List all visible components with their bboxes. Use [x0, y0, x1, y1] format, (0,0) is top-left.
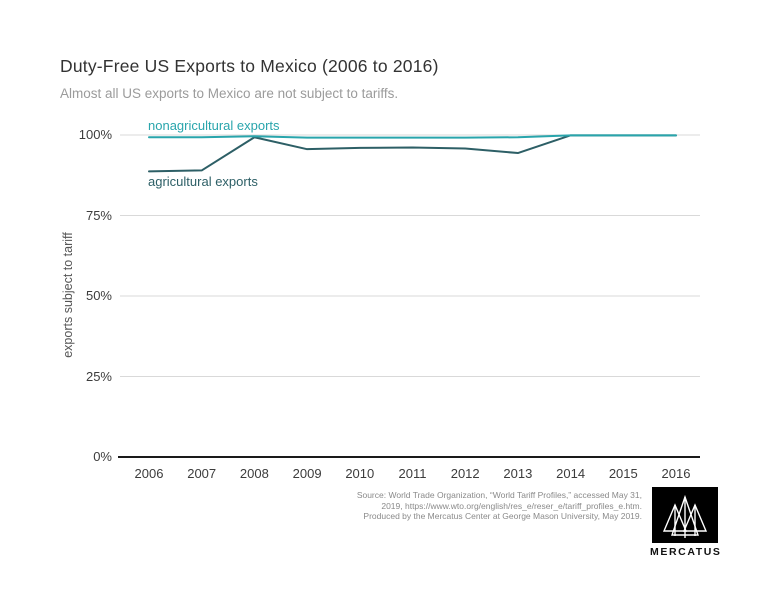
chart-title: Duty-Free US Exports to Mexico (2006 to …: [60, 56, 439, 76]
x-tick-2013: 2013: [503, 466, 533, 481]
x-tick-2010: 2010: [345, 466, 375, 481]
mercatus-trees-icon: [662, 494, 708, 538]
series-line-agricultural: [148, 134, 677, 173]
source-note: Source: World Trade Organization, “World…: [330, 490, 642, 522]
y-tick-0%: 0%: [93, 449, 112, 464]
source-line-1: Source: World Trade Organization, “World…: [356, 490, 642, 500]
x-tick-2011: 2011: [398, 466, 427, 481]
x-tick-2009: 2009: [292, 466, 322, 481]
mercatus-wordmark: MERCATUS: [650, 546, 722, 558]
series-label-nonagricultural-exports: nonagricultural exports: [148, 118, 280, 133]
series-label-agricultural-exports: agricultural exports: [148, 174, 258, 189]
source-line-2: 2019, https://www.wto.org/english/res_e/…: [381, 500, 642, 511]
mercatus-logo-box: [652, 487, 718, 543]
x-tick-2012: 2012: [450, 466, 480, 481]
x-tick-2016: 2016: [661, 466, 691, 481]
x-tick-2014: 2014: [556, 466, 586, 481]
y-tick-50%: 50%: [85, 288, 112, 303]
y-tick-25%: 25%: [85, 368, 112, 384]
x-tick-2008: 2008: [239, 466, 269, 481]
mercatus-logo: MERCATUS: [650, 487, 720, 558]
source-line-3: Produced by the Mercatus Center at Georg…: [363, 511, 642, 521]
y-tick-75%: 75%: [85, 207, 112, 223]
x-tick-2007: 2007: [187, 466, 217, 481]
x-tick-2015: 2015: [608, 466, 638, 481]
y-tick-100%: 100%: [78, 127, 112, 142]
series-line-nonagricultural: [148, 134, 677, 139]
x-tick-2006: 2006: [134, 466, 164, 481]
chart-subtitle: Almost all US exports to Mexico are not …: [60, 86, 399, 101]
